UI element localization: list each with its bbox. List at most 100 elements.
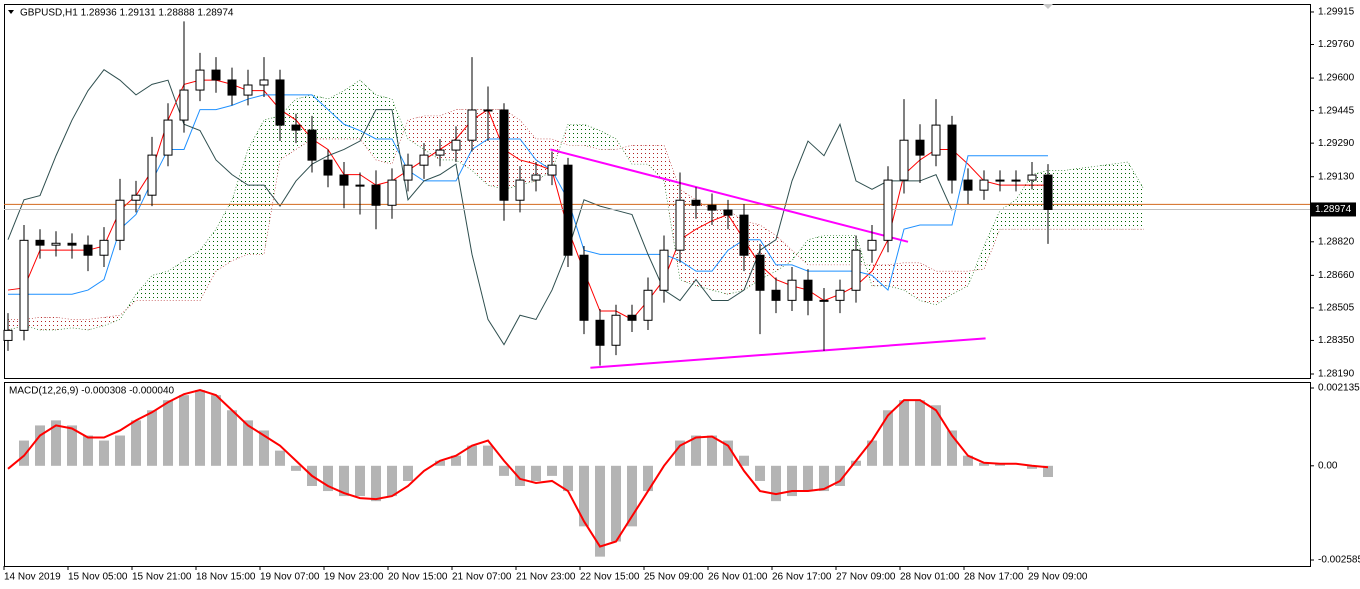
y-tick-label: 1.29600 <box>1318 73 1355 84</box>
x-tick-label: 14 Nov 2019 <box>4 572 61 583</box>
macd-bar <box>835 465 845 486</box>
macd-bar <box>883 410 893 466</box>
cloud-segment <box>568 124 584 146</box>
cloud-segment <box>56 317 72 330</box>
macd-bar <box>547 465 557 476</box>
candle-body <box>387 179 397 206</box>
macd-bar <box>83 435 93 466</box>
macd-layer <box>7 389 1053 557</box>
cloud-segment <box>968 245 984 286</box>
cloud-segment <box>792 239 808 265</box>
macd-bar <box>803 465 813 492</box>
candle-body <box>19 239 29 331</box>
macd-bar <box>67 425 77 466</box>
macd-bar <box>323 465 333 492</box>
cloud-segment <box>984 210 1000 270</box>
candle-body <box>275 79 285 126</box>
cloud-segment <box>952 271 968 295</box>
macd-bar <box>899 400 909 466</box>
macd-bar <box>755 465 765 481</box>
candle-body <box>35 239 45 246</box>
x-tick-label: 27 Nov 09:00 <box>836 572 896 583</box>
candle-body <box>179 89 189 121</box>
y-tick-label: 1.28190 <box>1318 369 1355 380</box>
macd-bar <box>675 440 685 466</box>
x-tick-label: 20 Nov 15:00 <box>388 572 448 583</box>
candle-body <box>659 249 669 291</box>
x-tick-label: 21 Nov 07:00 <box>452 572 512 583</box>
macd-bar <box>819 465 829 492</box>
candle-body <box>419 154 429 166</box>
x-tick-label: 18 Nov 15:00 <box>196 572 256 583</box>
y-tick-label: 0.00 <box>1318 460 1338 471</box>
candle-body <box>115 199 125 241</box>
macd-bar <box>691 435 701 466</box>
cloud-segment <box>104 315 120 326</box>
macd-bar <box>499 465 509 476</box>
macd-bar <box>179 395 189 466</box>
macd-bar <box>787 465 797 497</box>
macd-bar <box>627 465 637 527</box>
candle-body <box>403 164 413 181</box>
macd-bar <box>131 420 141 466</box>
macd-bar <box>771 465 781 502</box>
cloud-segment <box>168 260 184 301</box>
y-tick-label: 1.29130 <box>1318 171 1355 182</box>
candle-body <box>99 239 109 256</box>
macd-panel-frame <box>4 382 1311 567</box>
candle-body <box>947 124 957 181</box>
macd-bar <box>931 405 941 466</box>
cloud-segment <box>1112 162 1128 230</box>
macd-bar <box>947 430 957 466</box>
macd-bar <box>723 440 733 466</box>
macd-bar <box>211 395 221 466</box>
cloud-segment <box>424 115 440 160</box>
candle-body <box>499 109 509 201</box>
candle-body <box>835 289 845 301</box>
macd-bar <box>1027 465 1037 469</box>
candle-body <box>755 254 765 291</box>
macd-bar <box>147 410 157 466</box>
candle-body <box>611 314 621 346</box>
cloud-segment <box>360 80 376 160</box>
cloud-segment <box>40 317 56 330</box>
macd-bar <box>387 465 397 497</box>
x-tick-label: 26 Nov 17:00 <box>772 572 832 583</box>
macd-bar <box>275 450 285 466</box>
indicator-line <box>8 94 1048 295</box>
macd-bar <box>531 465 541 481</box>
candle-body <box>595 319 605 346</box>
cloud-segment <box>376 94 392 165</box>
menu-arrow[interactable] <box>8 10 14 14</box>
macd-bar <box>963 455 973 466</box>
cloud-segment <box>872 264 888 286</box>
cloud-segment <box>264 115 280 255</box>
cloud-segment <box>904 262 920 301</box>
candle-body <box>531 174 541 181</box>
macd-bar <box>995 463 1005 466</box>
candle-body <box>547 164 557 176</box>
cloud-segment <box>408 115 424 150</box>
macd-bar <box>291 465 301 471</box>
cloud-segment <box>936 271 952 305</box>
candle-body <box>915 139 925 156</box>
candle-body <box>483 109 493 112</box>
candle-body <box>67 242 77 246</box>
macd-bar <box>115 435 125 466</box>
candle-body <box>339 174 349 186</box>
x-tick-label: 22 Nov 15:00 <box>580 572 640 583</box>
macd-bar <box>19 440 29 466</box>
x-tick-label: 19 Nov 07:00 <box>260 572 320 583</box>
candle-body <box>691 199 701 206</box>
macd-bar <box>579 465 589 527</box>
cloud-segment <box>248 120 264 255</box>
candle-body <box>195 69 205 91</box>
macd-bar <box>339 465 349 497</box>
candle-body <box>211 69 221 81</box>
cloud-segment <box>632 145 648 165</box>
candle-body <box>627 314 637 321</box>
y-tick-label: -0.002585 <box>1318 555 1360 566</box>
candle-body <box>851 249 861 291</box>
candle-body <box>1027 174 1037 181</box>
price-panel-frame <box>4 4 1311 379</box>
